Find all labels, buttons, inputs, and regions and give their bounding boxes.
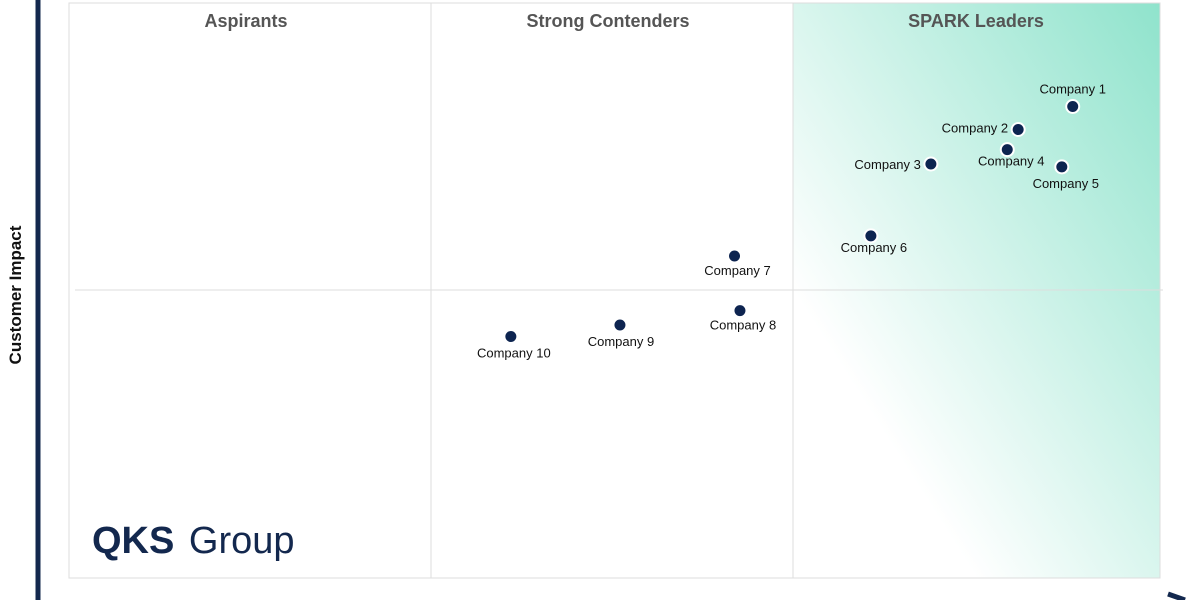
data-points-layer: Company 1 Company 2 Company 3 Company 4 Comp…: [477, 82, 1106, 361]
logo-light-text: Group: [189, 520, 295, 562]
data-point-2: [1010, 122, 1026, 137]
data-point-label-3: Company 3: [854, 157, 920, 172]
data-point-label-9: Company 9: [588, 334, 654, 349]
data-point-1: [1065, 99, 1081, 114]
data-point-6: [863, 228, 879, 244]
data-point-label-1: Company 1: [1039, 82, 1105, 97]
data-point-label-5: Company 5: [1033, 176, 1099, 191]
data-point-8: [732, 303, 748, 319]
data-point-10: [503, 329, 519, 344]
qks-group-logo: QKS Group: [92, 520, 295, 562]
x-axis-arrow-icon: [1167, 591, 1186, 600]
data-point-4: [999, 142, 1015, 158]
data-point-label-6: Company 6: [841, 240, 907, 255]
matrix-grid: [68, 2, 1163, 579]
data-point-label-7: Company 7: [704, 263, 770, 278]
quadrant-title-aspirants: Aspirants: [204, 11, 287, 31]
data-point-7: [727, 248, 743, 264]
data-point-5: [1054, 159, 1070, 175]
quadrant-title-strong-contenders: Strong Contenders: [526, 11, 689, 31]
data-point-label-2: Company 2: [942, 121, 1008, 136]
data-point-label-10: Company 10: [477, 346, 551, 361]
data-point-3: [923, 156, 939, 172]
logo-bold-text: QKS: [92, 520, 174, 562]
svg-text:QKS Group: QKS Group: [92, 520, 295, 562]
quadrant-title-spark-leaders: SPARK Leaders: [908, 11, 1044, 31]
data-point-9: [612, 317, 628, 333]
data-point-label-8: Company 8: [710, 318, 776, 333]
data-point-label-4: Company 4: [978, 154, 1044, 169]
y-axis-label: Customer Impact: [6, 225, 25, 364]
